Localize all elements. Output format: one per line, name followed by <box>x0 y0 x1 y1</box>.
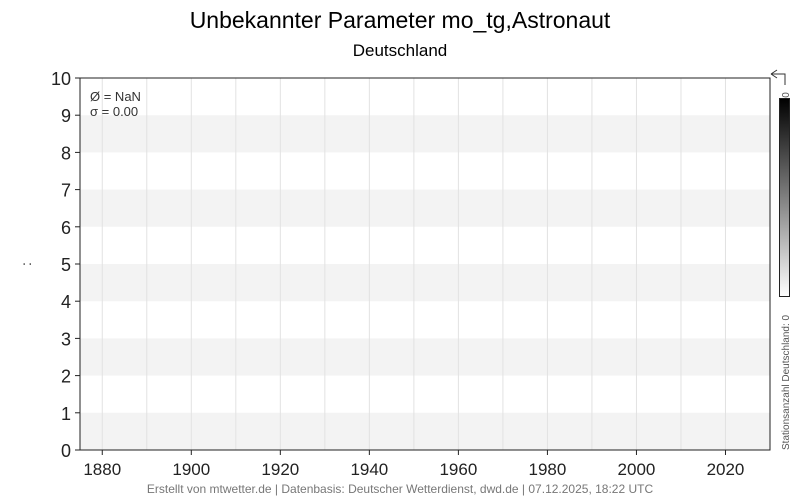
x-tick-label: 1920 <box>261 460 299 479</box>
y-tick-label: 3 <box>61 329 71 349</box>
y-tick-label: 6 <box>61 218 71 238</box>
sigma-annotation: σ = 0.00 <box>90 104 138 119</box>
grid-band <box>80 412 770 450</box>
y-tick-label: 2 <box>61 367 71 387</box>
x-tick-label: 1900 <box>172 460 210 479</box>
x-tick-label: 1960 <box>439 460 477 479</box>
y-tick-label: 1 <box>61 404 71 424</box>
x-tick-label: 2000 <box>618 460 656 479</box>
grid-band <box>80 115 770 153</box>
grid-band <box>80 264 770 302</box>
colorbar-label: Stationsanzahl Deutschland: 0 <box>781 314 792 450</box>
y-tick-label: 4 <box>61 292 71 312</box>
grid-band <box>80 338 770 376</box>
chart-subtitle: Deutschland <box>353 41 448 60</box>
chart-title: Unbekannter Parameter mo_tg,Astronaut <box>190 7 611 33</box>
y-tick-label: 7 <box>61 181 71 201</box>
colorbar-max-label: 0 <box>781 92 792 98</box>
arrow-icon <box>770 69 786 85</box>
x-tick-label: 1880 <box>83 460 121 479</box>
y-tick-label: 5 <box>61 255 71 275</box>
y-tick-label: 10 <box>51 69 71 89</box>
y-axis-label: : <box>18 262 34 266</box>
y-tick-label: 8 <box>61 143 71 163</box>
mean-annotation: Ø = NaN <box>90 89 141 104</box>
y-tick-label: 0 <box>61 441 71 461</box>
x-tick-label: 1940 <box>350 460 388 479</box>
footer: Erstellt von mtwetter.de | Datenbasis: D… <box>147 482 654 496</box>
grid-band <box>80 189 770 227</box>
x-tick-label: 1980 <box>529 460 567 479</box>
x-tick-label: 2020 <box>707 460 745 479</box>
colorbar <box>779 98 790 297</box>
y-tick-label: 9 <box>61 106 71 126</box>
